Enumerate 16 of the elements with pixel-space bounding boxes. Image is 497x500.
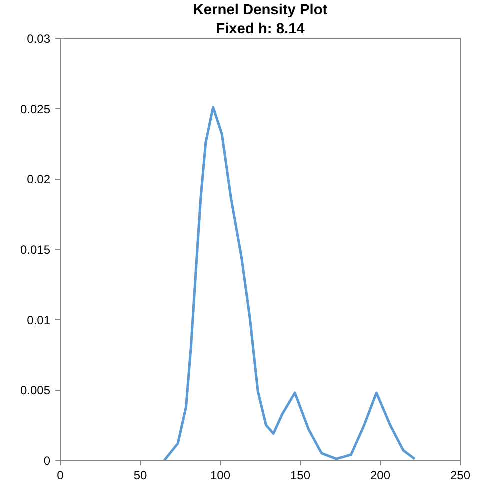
x-tick-label: 150 — [290, 468, 311, 482]
chart-subtitle: Fixed h: 8.14 — [216, 22, 306, 38]
x-tick-label: 100 — [210, 468, 231, 482]
y-tick-label: 0.005 — [20, 384, 51, 398]
x-tick-label: 50 — [134, 468, 148, 482]
y-tick-label: 0.03 — [27, 32, 51, 46]
y-tick-label: 0.015 — [20, 243, 51, 257]
y-tick-label: 0.02 — [27, 172, 51, 187]
y-tick-label: 0.01 — [27, 313, 51, 328]
chart-title: Kernel Density Plot — [193, 2, 328, 18]
y-tick-label: 0.025 — [20, 102, 51, 116]
x-tick-label: 250 — [450, 468, 471, 482]
x-tick-label: 200 — [370, 468, 391, 482]
x-tick-label: 0 — [57, 468, 64, 482]
y-tick-label: 0 — [44, 454, 51, 468]
line-series — [163, 106, 416, 460]
